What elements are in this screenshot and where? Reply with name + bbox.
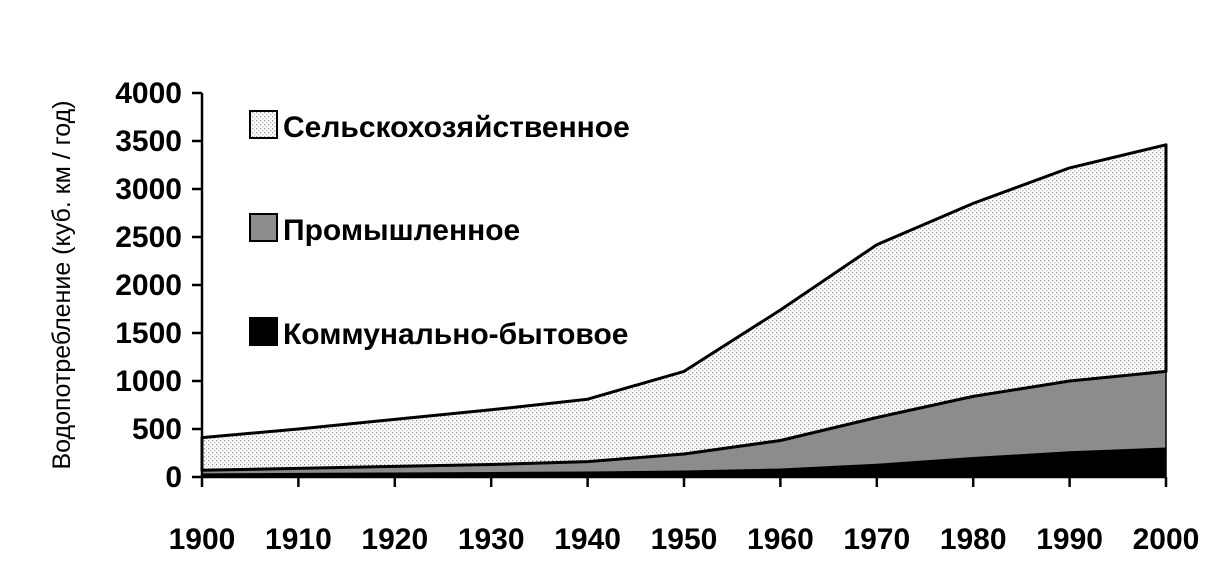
legend-swatch <box>249 213 278 242</box>
y-tick-label: 4000 <box>115 77 182 110</box>
y-tick-label: 3500 <box>115 125 182 158</box>
y-tick-label: 1000 <box>115 365 182 398</box>
x-tick-label: 1920 <box>361 523 428 556</box>
x-tick-label: 1940 <box>554 523 621 556</box>
y-axis-title: Водопотребление (куб. км / год) <box>48 100 76 469</box>
y-tick-label: 2000 <box>115 269 182 302</box>
legend: Сельскохозяйственное Промышленное Коммунал… <box>249 110 630 351</box>
legend-label: Сельскохозяйственное <box>283 111 630 144</box>
legend-label: Промышленное <box>283 214 520 247</box>
x-tick-label: 1930 <box>458 523 525 556</box>
legend-label: Коммунально-бытовое <box>283 318 628 351</box>
y-tick-label: 3000 <box>115 173 182 206</box>
y-tick-label: 2500 <box>115 221 182 254</box>
area-layers <box>200 143 1168 478</box>
x-tick-label: 1900 <box>169 523 236 556</box>
y-tick-label: 500 <box>132 413 182 446</box>
legend-swatch <box>249 110 278 139</box>
y-tick-label: 0 <box>165 461 182 494</box>
y-tick-labels: 0 500 1000 1500 2000 2500 3000 3500 4000 <box>115 77 202 494</box>
x-tick-label: 1970 <box>843 523 910 556</box>
legend-swatch <box>249 317 278 346</box>
x-tick-label: 1980 <box>940 523 1007 556</box>
x-tick-label: 1950 <box>651 523 718 556</box>
x-tick-label: 1910 <box>265 523 332 556</box>
y-tick-label: 1500 <box>115 317 182 350</box>
area-series-2 <box>200 143 1168 472</box>
x-tick-label: 1990 <box>1036 523 1103 556</box>
x-tick-label: 1960 <box>747 523 814 556</box>
x-tick-label: 2000 <box>1133 523 1200 556</box>
x-tick-labels: 1900 1910 1920 1930 1940 1950 1960 1970 1980 1990… <box>169 477 1200 556</box>
